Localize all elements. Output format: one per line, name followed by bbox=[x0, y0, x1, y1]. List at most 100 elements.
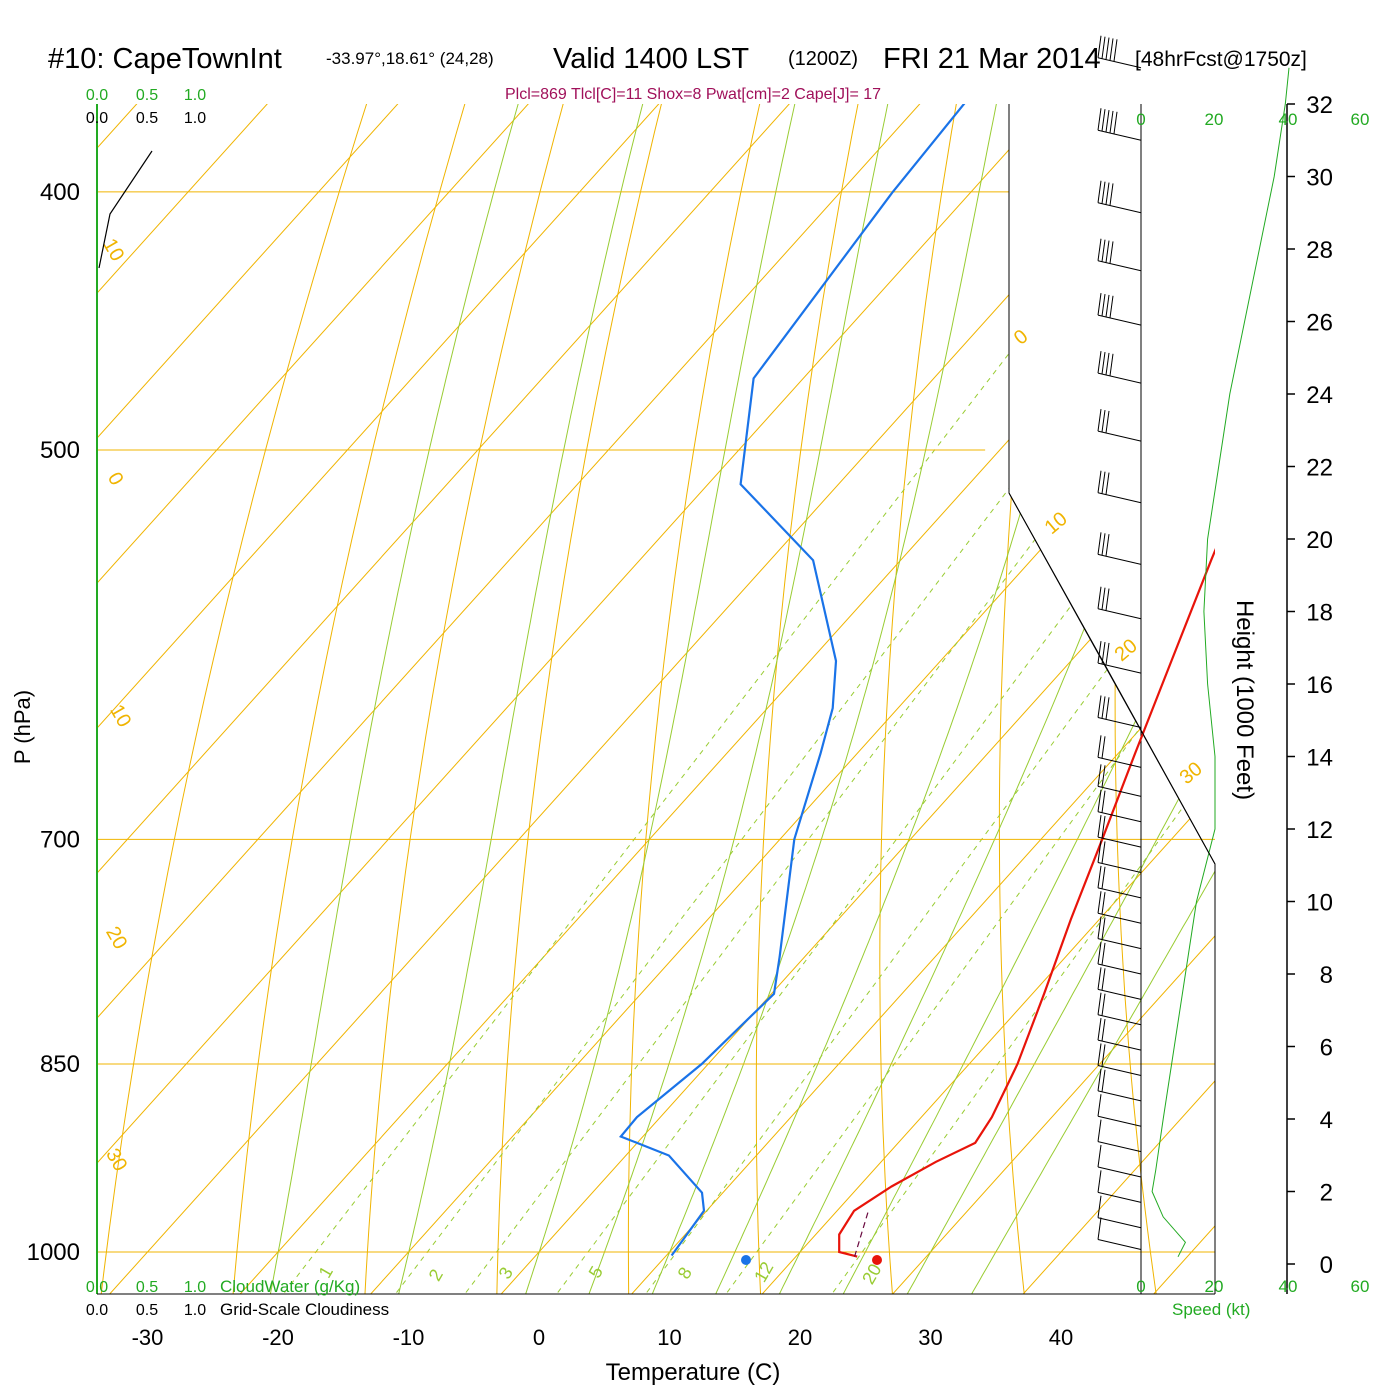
axis-labels: -30-20-100102030402503004005007008501000… bbox=[27, 92, 1333, 1350]
isotherm-line bbox=[97, 104, 982, 1294]
wind-barb-flag bbox=[1105, 109, 1110, 133]
wind-barb-flag bbox=[1101, 892, 1106, 915]
forecast-info: [48hrFcst@1750z] bbox=[1135, 48, 1307, 71]
wind-speed-top-tick: 60 bbox=[1351, 110, 1370, 129]
moist-adiabat-line bbox=[520, 104, 926, 1294]
cloud-panel: 0.0 0.0 0.0 0.0 0.5 0.5 0.5 0.5 1.0 1.0 1.0 1.0 bbox=[86, 87, 206, 1319]
wind-barb-flag bbox=[1097, 695, 1102, 718]
x-tick-label: -10 bbox=[393, 1325, 425, 1350]
wind-barb-flag bbox=[1105, 588, 1110, 611]
mixing-ratio-line bbox=[715, 191, 1215, 1294]
wind-barb-flag bbox=[1097, 180, 1102, 203]
wind-barb-flag bbox=[1105, 37, 1110, 60]
mixing-ratio-line bbox=[383, 191, 1215, 1294]
cloudiness-bottom-tick: 1.0 bbox=[184, 1302, 206, 1319]
moist-adiabat-line bbox=[645, 104, 1109, 1294]
wind-barb-shaft bbox=[1097, 988, 1142, 1000]
wind-barb-shaft bbox=[1097, 260, 1142, 272]
dry-adiabat-line bbox=[1114, 104, 1215, 1294]
height-tick-label: 12 bbox=[1306, 817, 1333, 844]
isotherm-line bbox=[97, 104, 1112, 1294]
wind-barb-flag bbox=[1097, 1043, 1102, 1066]
height-tick-label: 10 bbox=[1306, 890, 1333, 917]
height-tick-label: 6 bbox=[1320, 1035, 1333, 1062]
cloudwater-bottom-tick: 1.0 bbox=[184, 1279, 206, 1296]
wind-barb-shaft bbox=[1097, 1065, 1142, 1076]
wind-speed-bottom-tick: 20 bbox=[1205, 1277, 1224, 1296]
wind-barb-flag bbox=[1097, 1094, 1102, 1117]
wind-barb-flag bbox=[1101, 790, 1106, 813]
dry-adiabat-line bbox=[879, 104, 1066, 1294]
cloudiness-top-tick: 0.0 bbox=[86, 110, 108, 127]
wind-barb-flag bbox=[1101, 1044, 1106, 1067]
wind-barb-flag bbox=[1097, 967, 1102, 990]
wind-barb-flag bbox=[1101, 841, 1106, 864]
mixing-ratio-label: 2 bbox=[425, 1266, 447, 1285]
cloudwater-top-tick: 0.5 bbox=[136, 87, 158, 104]
height-tick-label: 18 bbox=[1306, 600, 1333, 627]
height-tick-label: 20 bbox=[1306, 527, 1333, 554]
wind-barb-shaft bbox=[1097, 836, 1142, 848]
wind-barb-shaft bbox=[1097, 1039, 1142, 1051]
mixing-ratio-line bbox=[453, 191, 1215, 1294]
isotherm-line bbox=[618, 104, 1215, 1294]
height-tick-label: 28 bbox=[1306, 237, 1333, 264]
isotherm-line bbox=[1009, 104, 1215, 1294]
wind-barb-shaft bbox=[1097, 57, 1142, 69]
wind-barb-flag bbox=[1113, 39, 1118, 62]
wind-barb-flag bbox=[1105, 294, 1110, 317]
height-tick-label: 30 bbox=[1306, 165, 1333, 192]
wind-barb-flag bbox=[1097, 1018, 1102, 1041]
height-tick-label: 14 bbox=[1306, 745, 1333, 772]
y-axis-title: P (hPa) bbox=[10, 690, 35, 764]
dry-adiabat-line bbox=[230, 104, 631, 1294]
isotherm-label: 20 bbox=[101, 923, 131, 953]
x-tick-label: 30 bbox=[918, 1325, 942, 1350]
cloudwater-top-tick: 0.0 bbox=[86, 87, 108, 104]
height-tick-label: 2 bbox=[1320, 1180, 1333, 1207]
wind-barb-flag bbox=[1105, 472, 1110, 495]
wind-barb-shaft bbox=[1097, 202, 1142, 214]
wind-barb-shaft bbox=[1097, 1115, 1142, 1127]
wind-barb-flag bbox=[1101, 942, 1106, 965]
mixing-ratio-line bbox=[271, 191, 1135, 1294]
cloudiness-bottom-tick: 0.0 bbox=[86, 1302, 108, 1319]
wind-barb-flag bbox=[1097, 1119, 1102, 1142]
wind-barb-flag bbox=[1109, 353, 1114, 376]
wind-barb-flag bbox=[1097, 891, 1102, 914]
isotherm-label: 20 bbox=[1111, 635, 1142, 666]
wind-barb-flag bbox=[1101, 239, 1106, 262]
cloudiness-top-tick: 0.5 bbox=[136, 110, 158, 127]
valid-time: Valid 1400 LST bbox=[553, 43, 749, 75]
cloudwater-bottom-tick: 0.0 bbox=[86, 1279, 108, 1296]
x-tick-label: 0 bbox=[533, 1325, 545, 1350]
wind-speed-profile-line bbox=[1151, 67, 1290, 1258]
wind-barb-flag bbox=[1097, 409, 1102, 432]
wind-speed-bottom-tick: 60 bbox=[1351, 1277, 1370, 1296]
isopleth-lines bbox=[97, 104, 1215, 1294]
wind-barb-flag bbox=[1097, 1170, 1102, 1193]
wind-barb-flag bbox=[1097, 470, 1102, 493]
height-tick-label: 24 bbox=[1306, 382, 1333, 409]
wind-barb-flag bbox=[1105, 410, 1110, 433]
wind-barb-flag bbox=[1097, 735, 1102, 758]
dewpoint-line bbox=[618, 104, 966, 1257]
height-tick-label: 32 bbox=[1306, 92, 1333, 119]
surface-temperature-marker bbox=[872, 1255, 882, 1265]
wind-barb-flag bbox=[1097, 293, 1102, 316]
isotherm-label: 0 bbox=[1010, 325, 1033, 349]
wind-barb-flag bbox=[1101, 968, 1106, 991]
wind-barb-flag bbox=[1101, 181, 1106, 204]
height-tick-label: 26 bbox=[1306, 310, 1333, 337]
dry-adiabat-line bbox=[627, 104, 892, 1294]
x-tick-label: 20 bbox=[788, 1325, 812, 1350]
wind-barb-flag bbox=[1097, 1068, 1102, 1091]
isotherm-line bbox=[97, 104, 1215, 1294]
wind-speed-top-tick: 20 bbox=[1205, 110, 1224, 129]
valid-utc: (1200Z) bbox=[788, 48, 858, 70]
mixing-ratio-line bbox=[545, 191, 1215, 1294]
wind-barb-flag bbox=[1101, 351, 1106, 375]
height-tick-label: 8 bbox=[1320, 962, 1333, 989]
wind-barb-shaft bbox=[1097, 1217, 1142, 1229]
